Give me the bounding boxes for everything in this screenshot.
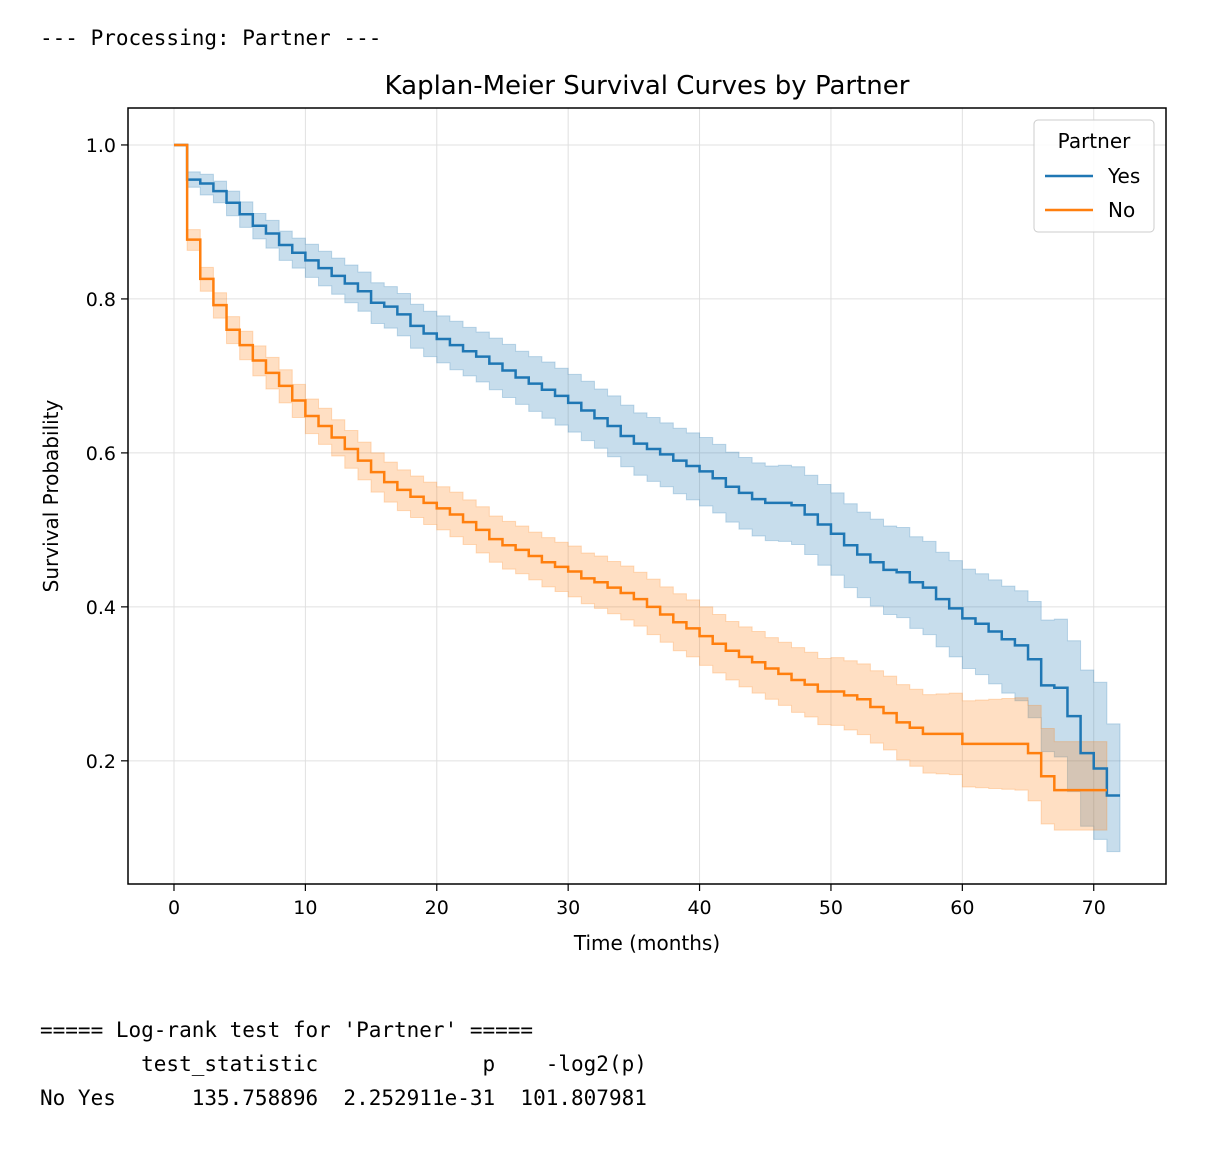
chart-title: Kaplan-Meier Survival Curves by Partner: [385, 71, 910, 101]
x-tick-label: 20: [425, 897, 449, 919]
logrank-row: No Yes 135.758896 2.252911e-31 101.80798…: [40, 1086, 647, 1110]
x-tick-label: 40: [687, 897, 711, 919]
x-tick-label: 70: [1082, 897, 1106, 919]
y-tick-label: 0.8: [86, 289, 116, 311]
legend-title: Partner: [1058, 129, 1131, 153]
y-tick-label: 1.0: [86, 135, 116, 157]
grid: [128, 108, 1166, 884]
survival-line-yes: [173, 143, 1121, 797]
plot-frame: [127, 107, 1167, 885]
processing-line: --- Processing: Partner ---: [40, 26, 382, 50]
y-axis-label: Survival Probability: [39, 399, 63, 592]
survival-line-no: [173, 143, 1107, 792]
y-tick-label: 0.2: [86, 751, 116, 773]
x-tick-label: 10: [293, 897, 317, 919]
x-tick-label: 30: [556, 897, 580, 919]
y-tick-label: 0.4: [86, 597, 116, 619]
legend-label-yes: Yes: [1107, 164, 1140, 188]
confidence-bands: [173, 144, 1121, 853]
legend-box: [1033, 119, 1155, 233]
x-tick-label: 0: [168, 897, 180, 919]
legend: Partner Yes No: [1033, 119, 1155, 233]
legend-label-no: No: [1108, 198, 1135, 222]
logrank-title: ===== Log-rank test for 'Partner' =====: [40, 1018, 534, 1042]
x-tick-label: 60: [950, 897, 974, 919]
x-axis-label: Time (months): [573, 931, 720, 955]
y-axis-ticks: 0.2 0.4 0.6 0.8 1.0: [86, 135, 128, 773]
survival-lines: [173, 143, 1121, 797]
logrank-header: test_statistic p -log2(p): [40, 1052, 647, 1076]
x-axis-ticks: 0 10 20 30 40 50 60 70: [168, 884, 1106, 919]
y-tick-label: 0.6: [86, 443, 116, 465]
x-tick-label: 50: [819, 897, 843, 919]
km-chart: Kaplan-Meier Survival Curves by Partner …: [39, 71, 1167, 955]
